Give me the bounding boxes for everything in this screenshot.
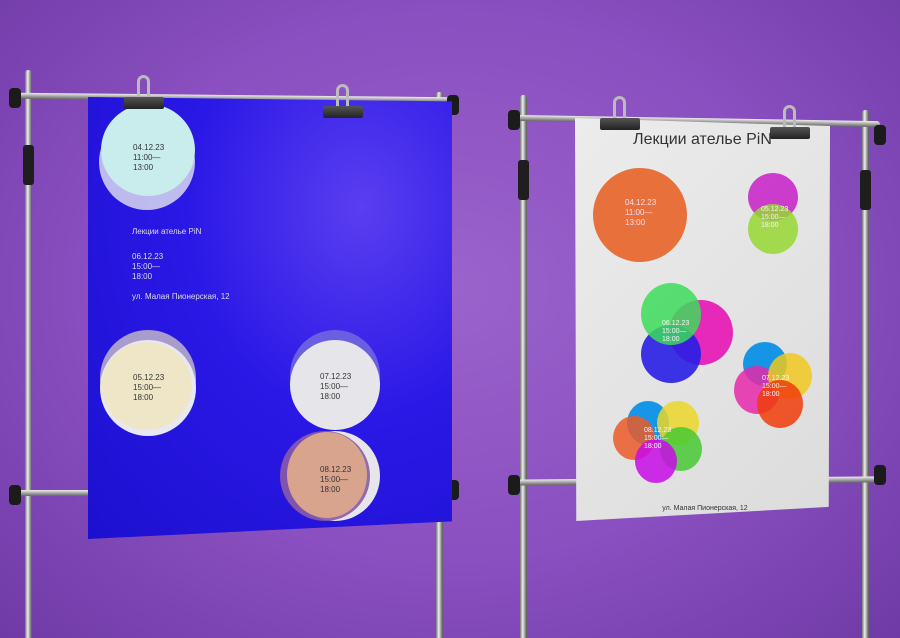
- stand-pole: [25, 70, 32, 638]
- knob: [9, 88, 21, 108]
- circle-event: [102, 342, 192, 430]
- knob: [508, 475, 520, 495]
- event-07-text: 07.12.23 15:00— 18:00: [762, 375, 790, 398]
- event-08-text: 08.12.23 15:00— 18:00: [644, 427, 672, 450]
- knob: [9, 485, 21, 505]
- circle-event: [287, 432, 367, 518]
- circle-event: [101, 104, 195, 196]
- circle-event: [635, 439, 677, 483]
- knob: [874, 465, 886, 485]
- event-04-text: 04.12.23 11:00— 13:00: [625, 198, 657, 227]
- poster-title: Лекции ателье PiN: [633, 131, 772, 148]
- poster-address: ул. Малая Пионерская, 12: [662, 505, 748, 512]
- event-05-text: 05.12.23 15:00— 18:00: [761, 206, 789, 229]
- circle-event: [290, 340, 380, 430]
- event-06-text: 06.12.23 15:00— 18:00: [132, 252, 164, 281]
- knob: [508, 110, 520, 130]
- event-04-text: 04.12.23 11:00— 13:00: [133, 143, 165, 172]
- event-05-text: 05.12.23 15:00— 18:00: [133, 373, 165, 402]
- circle-event: [593, 168, 687, 262]
- event-07-text: 07.12.23 15:00— 18:00: [320, 372, 352, 401]
- binder-clip: [124, 75, 164, 109]
- stand-sleeve: [518, 160, 529, 200]
- poster-address: ул. Малая Пионерская, 12: [132, 292, 230, 301]
- binder-clip: [770, 105, 810, 139]
- stand-sleeve: [860, 170, 871, 210]
- circle-event: [757, 380, 803, 428]
- event-08-text: 08.12.23 15:00— 18:00: [320, 465, 352, 494]
- circle-event: [641, 283, 701, 345]
- stand-sleeve: [23, 145, 34, 185]
- stand-pole: [520, 95, 527, 638]
- stand-pole: [862, 110, 869, 638]
- binder-clip: [600, 96, 640, 130]
- circle-event: [748, 204, 798, 254]
- poster-title: Лекции ателье PiN: [132, 227, 202, 236]
- binder-clip: [323, 84, 363, 118]
- event-06-text: 06.12.23 15:00— 18:00: [662, 320, 690, 343]
- knob: [874, 125, 886, 145]
